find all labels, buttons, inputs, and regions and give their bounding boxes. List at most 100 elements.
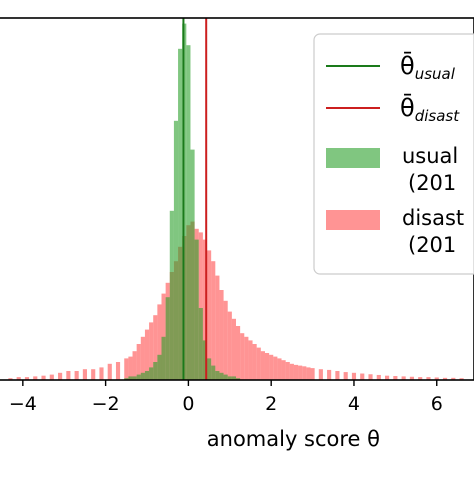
usual-bar [190, 149, 195, 380]
disaster-bar [99, 367, 104, 380]
x-tick-label: 2 [265, 393, 277, 415]
disaster-bar [318, 369, 323, 380]
usual-bar [215, 371, 220, 380]
disaster-bar [434, 377, 439, 380]
disaster-bar [244, 336, 249, 380]
disaster-bar [202, 239, 208, 380]
disaster-bar [385, 375, 390, 380]
x-axis-ticks: −4 −2 0 2 4 6 [9, 380, 443, 415]
disaster-bar [310, 368, 315, 380]
disaster-bar [219, 290, 224, 380]
disaster-bar [236, 326, 241, 380]
disaster-bar [393, 376, 398, 380]
usual-bar [223, 374, 228, 380]
disaster-bar [302, 366, 307, 380]
x-tick-label: 4 [348, 393, 360, 415]
disaster-bar [41, 375, 46, 380]
disaster-bar [442, 377, 448, 380]
usual-bar [132, 376, 137, 380]
disaster-bar [277, 358, 282, 380]
x-tick-label: 0 [182, 393, 194, 415]
disaster-bar [107, 363, 112, 380]
disaster-bar [368, 374, 373, 380]
disaster-bar [128, 356, 133, 380]
disaster-bar [153, 315, 158, 380]
disaster-bar [8, 378, 13, 380]
disaster-bar [49, 374, 54, 380]
disaster-bar [360, 373, 365, 380]
disaster-bar [157, 304, 162, 380]
usual-bar [173, 120, 179, 381]
disaster-bar [343, 372, 348, 380]
usual-bar [136, 374, 141, 380]
disaster-bar [409, 376, 414, 380]
usual-bar [128, 376, 133, 380]
disaster-bar [281, 360, 286, 380]
mean-lines [182, 18, 208, 380]
disaster-bar [74, 371, 79, 380]
disaster-bar [426, 377, 431, 380]
usual-bar [165, 297, 170, 380]
disaster-bar [285, 362, 290, 380]
usual-bar [169, 210, 174, 380]
disaster-bar [293, 364, 299, 380]
disaster-bar [115, 362, 121, 380]
disaster-bar [66, 371, 71, 380]
disaster-bar [252, 344, 257, 380]
legend-disaster-label-2: (201 [408, 233, 456, 257]
disaster-bar [459, 378, 464, 380]
disaster-bar [124, 358, 129, 380]
x-tick-label: 6 [431, 393, 443, 415]
usual-bar [236, 378, 241, 380]
disaster-bar [144, 329, 150, 380]
usual-bar [211, 365, 216, 380]
x-tick-label: −2 [92, 393, 120, 415]
disaster-bar [418, 377, 423, 380]
disaster-bar [264, 353, 270, 380]
disaster-bar [149, 322, 154, 380]
disaster-bar [273, 356, 278, 380]
usual-bar [124, 378, 129, 380]
disaster-bar [269, 354, 274, 380]
usual-bar [231, 376, 236, 380]
usual-bar [198, 308, 203, 380]
usual-bar [144, 371, 150, 380]
usual-bar [140, 372, 145, 380]
usual-bar [157, 354, 162, 380]
disaster-bar [16, 377, 21, 380]
usual-bar [219, 372, 224, 380]
disaster-bar [33, 376, 38, 380]
usual-bar [186, 45, 191, 380]
disaster-bar [231, 318, 236, 380]
usual-bar [149, 367, 154, 380]
legend-disaster-mean-label: θ̄disast [400, 93, 460, 125]
disaster-bar [58, 372, 63, 380]
usual-bar [161, 336, 166, 380]
legend-disaster-label: disast [402, 206, 464, 230]
usual-bar [202, 340, 208, 380]
disaster-bar [351, 372, 357, 380]
disaster-bar [401, 376, 406, 380]
disaster-bar [327, 369, 332, 380]
usual-bar [207, 358, 212, 380]
usual-bar [153, 362, 158, 380]
x-tick-label: −4 [9, 393, 37, 415]
legend: θ̄usual θ̄disast usual (201 disast (201 [313, 33, 474, 275]
disaster-bar [240, 333, 245, 380]
legend-usual-label-2: (201 [408, 171, 456, 195]
disaster-bar [91, 369, 96, 380]
disaster-bar [132, 351, 137, 380]
disaster-bar [376, 374, 381, 380]
disaster-bar [136, 344, 141, 380]
disaster-bar [306, 367, 311, 380]
disaster-bar [260, 351, 265, 380]
disaster-bar [298, 365, 303, 380]
plot-frame [0, 17, 474, 381]
legend-usual-mean-label: θ̄usual [400, 51, 456, 83]
disaster-bar [289, 363, 294, 380]
disaster-bar [215, 275, 220, 380]
disaster-bar [223, 300, 228, 380]
disaster-bar [335, 371, 340, 380]
